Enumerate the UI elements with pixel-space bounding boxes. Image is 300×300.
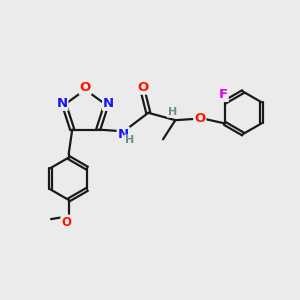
Text: O: O <box>80 81 91 94</box>
Text: F: F <box>219 88 228 101</box>
Text: O: O <box>194 112 206 125</box>
Text: N: N <box>118 128 129 140</box>
Text: O: O <box>61 215 71 229</box>
Text: N: N <box>56 97 68 110</box>
Text: H: H <box>168 107 177 117</box>
Text: N: N <box>103 97 114 110</box>
Text: H: H <box>125 136 134 146</box>
Text: O: O <box>137 81 148 94</box>
